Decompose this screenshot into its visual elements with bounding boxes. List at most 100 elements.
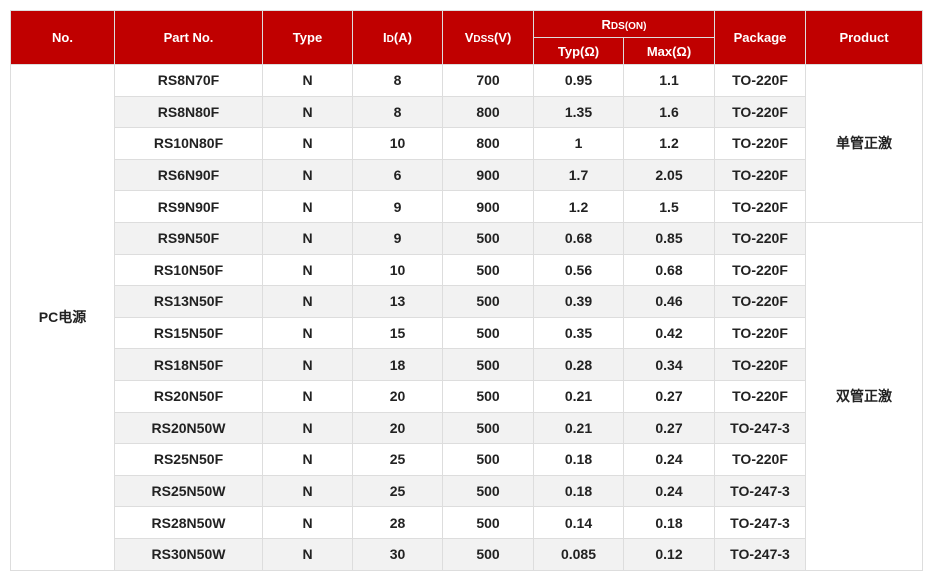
header-product: Product (805, 10, 924, 65)
cell-rds-typ: 1 (533, 127, 624, 160)
cell-part-no: RS9N90F (114, 190, 263, 223)
table-row: RS13N50F N 13 500 0.39 0.46 TO-220F (11, 285, 923, 318)
cell-part-no: RS15N50F (114, 316, 263, 350)
cell-rds-max: 0.27 (622, 379, 716, 413)
table-row: RS10N50F N 10 500 0.56 0.68 TO-220F (11, 253, 923, 287)
table-row: RS28N50W N 28 500 0.14 0.18 TO-247-3 (11, 506, 923, 539)
cell-package: TO-220F (714, 316, 807, 350)
cell-package: TO-220F (714, 127, 807, 160)
cell-package: TO-220F (714, 253, 807, 287)
cell-part-no: RS13N50F (114, 285, 263, 318)
cell-part-no: RS9N50F (114, 221, 263, 255)
cell-rds-typ: 0.56 (533, 253, 624, 287)
cell-part-no: RS8N70F (114, 64, 263, 97)
cell-vdss: 900 (442, 190, 534, 223)
cell-id: 25 (352, 474, 443, 508)
cell-part-no: RS30N50W (114, 537, 263, 571)
cell-rds-max: 0.27 (622, 411, 716, 445)
cell-vdss: 500 (442, 506, 534, 539)
cell-part-no: RS28N50W (114, 506, 263, 539)
cell-id: 20 (352, 379, 443, 413)
cell-rds-typ: 0.95 (533, 64, 624, 97)
header-no: No. (10, 10, 115, 65)
cell-vdss: 800 (442, 95, 534, 129)
cell-vdss: 500 (442, 474, 534, 508)
cell-package: TO-220F (714, 379, 807, 413)
cell-vdss: 500 (442, 221, 534, 255)
cell-package: TO-220F (714, 95, 807, 129)
cell-type: N (262, 316, 353, 350)
cell-package: TO-220F (714, 64, 807, 97)
table-row: RS9N90F N 9 900 1.2 1.5 TO-220F (11, 190, 923, 223)
cell-type: N (262, 379, 353, 413)
cell-rds-typ: 0.18 (533, 443, 624, 476)
cell-rds-max: 1.5 (622, 190, 716, 223)
cell-vdss: 500 (442, 348, 534, 381)
cell-type: N (262, 190, 353, 223)
cell-part-no: RS10N80F (114, 127, 263, 160)
cell-rds-max: 0.24 (622, 443, 716, 476)
table-row: RS18N50F N 18 500 0.28 0.34 TO-220F (11, 348, 923, 381)
cell-id: 10 (352, 127, 443, 160)
cell-type: N (262, 443, 353, 476)
cell-part-no: RS20N50F (114, 379, 263, 413)
cell-id: 8 (352, 64, 443, 97)
cell-vdss: 500 (442, 253, 534, 287)
cell-rds-typ: 0.68 (533, 221, 624, 255)
cell-rds-max: 0.18 (622, 506, 716, 539)
cell-part-no: RS10N50F (114, 253, 263, 287)
cell-package: TO-247-3 (714, 537, 807, 571)
product-cell: 单管正激 (805, 64, 924, 223)
cell-rds-max: 0.42 (622, 316, 716, 350)
cell-rds-max: 0.24 (622, 474, 716, 508)
cell-rds-max: 1.2 (622, 127, 716, 160)
group-cell: PC电源 (10, 64, 115, 571)
table-row: RS30N50W N 30 500 0.085 0.12 TO-247-3 (11, 537, 923, 571)
table-row: RS25N50W N 25 500 0.18 0.24 TO-247-3 (11, 474, 923, 508)
cell-id: 9 (352, 221, 443, 255)
cell-id: 13 (352, 285, 443, 318)
cell-vdss: 500 (442, 537, 534, 571)
cell-rds-max: 1.1 (622, 64, 716, 97)
cell-rds-typ: 0.18 (533, 474, 624, 508)
table-row: RS9N50F N 9 500 0.68 0.85 TO-220F 双管正激 (11, 221, 924, 571)
cell-part-no: RS18N50F (114, 348, 263, 381)
header-vdss: VDSS(V) (442, 10, 534, 65)
header-typ: Typ(Ω) (533, 37, 624, 65)
cell-rds-max: 1.6 (622, 95, 716, 129)
header-max: Max(Ω) (622, 37, 716, 65)
header-rds: RDS(ON) (532, 10, 716, 38)
cell-package: TO-220F (714, 221, 807, 255)
cell-part-no: RS6N90F (114, 158, 263, 192)
header-id: ID(A) (352, 10, 443, 65)
cell-type: N (262, 285, 353, 318)
cell-part-no: RS8N80F (114, 95, 263, 129)
cell-vdss: 500 (442, 316, 534, 350)
cell-vdss: 500 (442, 411, 534, 445)
cell-type: N (262, 95, 353, 129)
table-row: RS10N80F N 10 800 1 1.2 TO-220F (11, 127, 923, 160)
cell-rds-typ: 0.21 (533, 379, 624, 413)
cell-rds-typ: 1.35 (533, 95, 624, 129)
cell-type: N (262, 64, 353, 97)
header-package: Package (714, 10, 807, 65)
cell-rds-typ: 1.2 (533, 190, 624, 223)
cell-vdss: 500 (442, 443, 534, 476)
cell-rds-typ: 0.085 (533, 537, 624, 571)
cell-rds-max: 0.85 (622, 221, 716, 255)
cell-rds-typ: 0.14 (533, 506, 624, 539)
cell-part-no: RS20N50W (114, 411, 263, 445)
cell-package: TO-220F (714, 190, 807, 223)
table-row: RS20N50F N 20 500 0.21 0.27 TO-220F (11, 379, 923, 413)
cell-vdss: 500 (442, 379, 534, 413)
cell-type: N (262, 537, 353, 571)
cell-package: TO-220F (714, 158, 807, 192)
cell-rds-max: 0.12 (622, 537, 716, 571)
cell-part-no: RS25N50F (114, 443, 263, 476)
cell-id: 10 (352, 253, 443, 287)
cell-type: N (262, 411, 353, 445)
cell-rds-typ: 1.7 (533, 158, 624, 192)
header-type: Type (262, 10, 353, 65)
cell-vdss: 700 (442, 64, 534, 97)
table-row: RS15N50F N 15 500 0.35 0.42 TO-220F (11, 316, 923, 350)
